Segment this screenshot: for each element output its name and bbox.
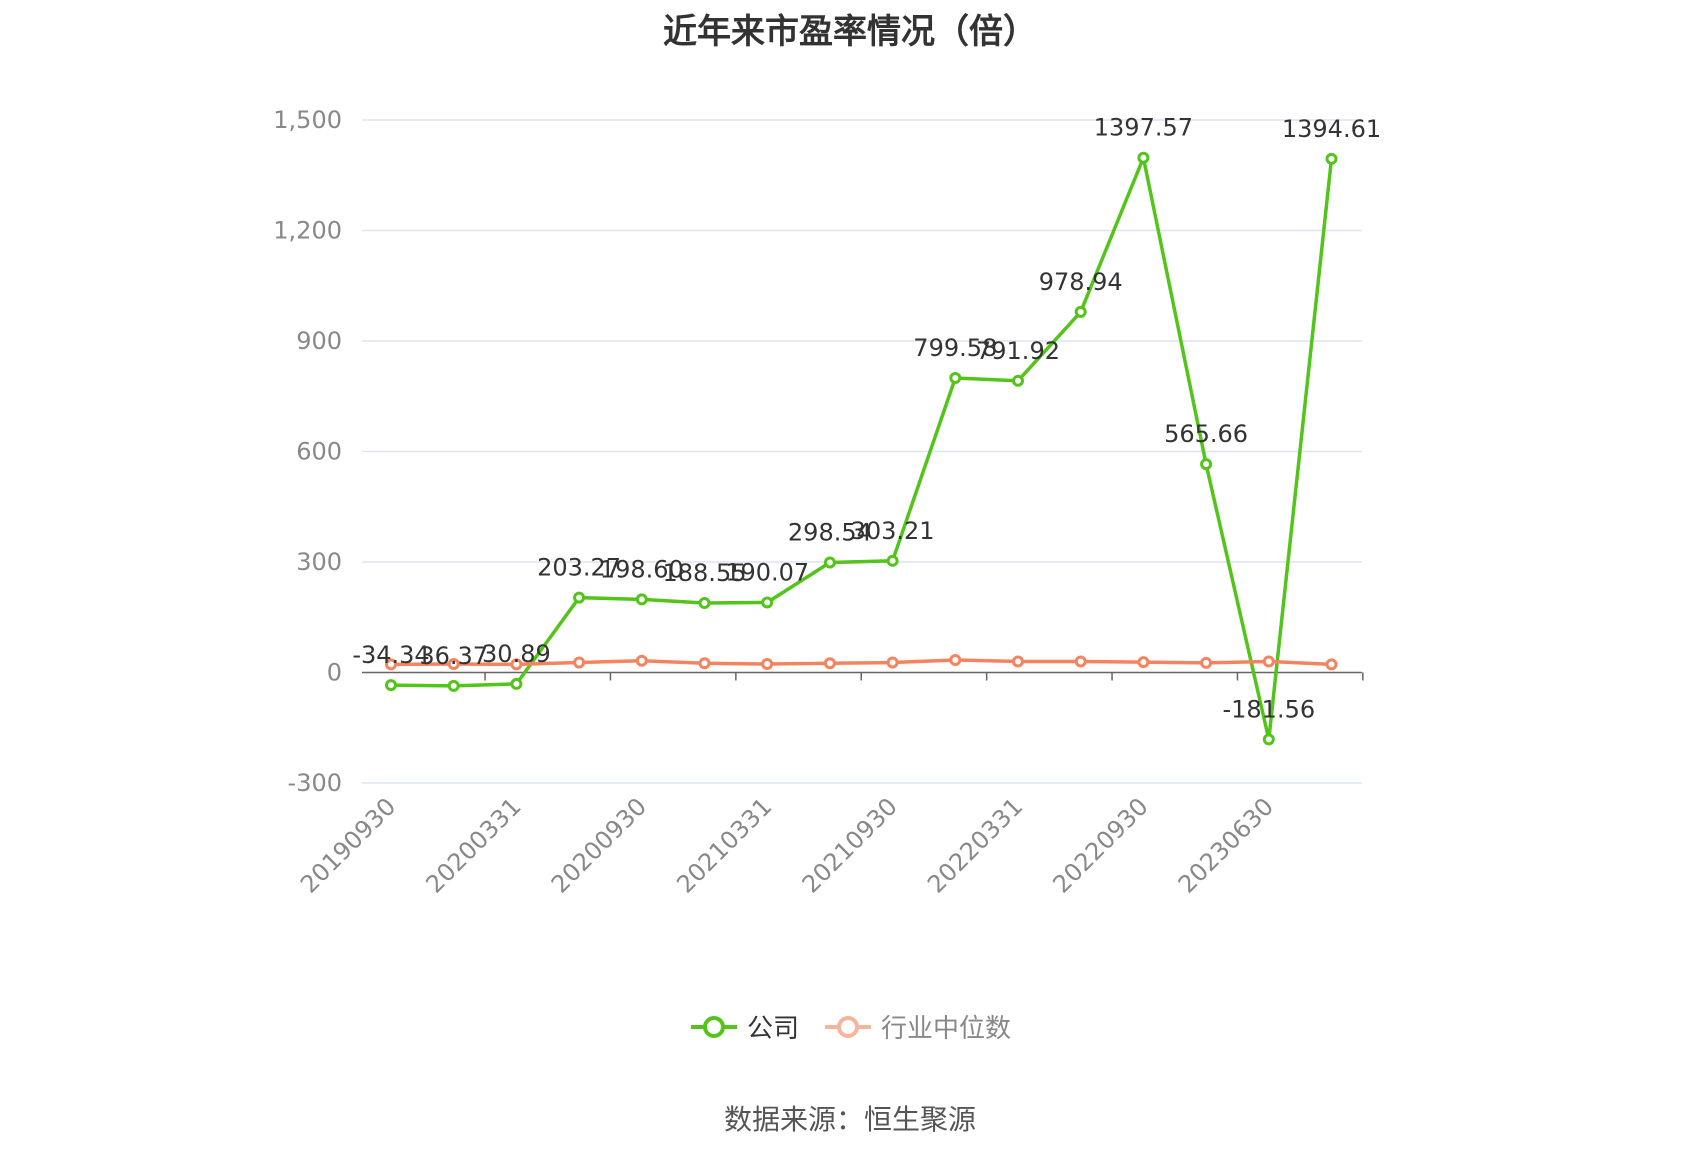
y-tick-label: 900: [296, 327, 342, 355]
x-tick-label: 20210331: [671, 792, 777, 898]
company-data-label: 978.94: [1039, 268, 1123, 296]
company-data-label: 303.21: [851, 517, 935, 545]
company-data-label: 298.54: [788, 519, 872, 547]
company-point: [1012, 374, 1024, 387]
y-tick-label: 1,500: [273, 106, 342, 134]
company-point: [573, 591, 586, 604]
company-data-label: 1397.57: [1094, 114, 1193, 142]
company-point: [1200, 458, 1213, 471]
x-tick-label: 20210930: [797, 792, 903, 898]
industry-point: [385, 658, 397, 671]
y-tick-label: 0: [327, 659, 342, 687]
company-data-label: -181.56: [1222, 695, 1315, 723]
company-point: [1325, 152, 1338, 165]
company-data-label: 36.37: [419, 642, 488, 670]
industry-point: [635, 654, 648, 667]
company-point: [698, 597, 711, 610]
x-tick-label: 20220331: [922, 792, 1028, 898]
company-point: [385, 679, 397, 692]
industry-point: [573, 656, 586, 669]
y-tick-label: -300: [288, 769, 342, 797]
legend-item-company[interactable]: 公司: [689, 1008, 799, 1045]
industry-point: [1325, 658, 1338, 671]
industry-point: [510, 658, 523, 671]
company-point: [635, 593, 648, 606]
company-point: [949, 371, 962, 384]
company-data-label: -34.34: [352, 641, 429, 669]
company-point: [447, 679, 460, 692]
company-point: [886, 554, 899, 567]
legend-company-label: 公司: [746, 1014, 799, 1044]
legend-item-industry[interactable]: 行业中位数: [823, 1008, 1011, 1045]
y-tick-label: 1,200: [273, 217, 342, 245]
x-tick-label: 20230630: [1173, 792, 1279, 898]
industry-point: [1200, 656, 1213, 669]
company-point: [1074, 305, 1087, 318]
company-data-label: 799.58: [913, 334, 997, 362]
chart-title: 近年来市盈率情况（倍）: [663, 12, 1037, 52]
industry-point: [1137, 656, 1150, 669]
x-tick-label: 20200331: [420, 792, 526, 898]
legend: 公司 行业中位数: [0, 1008, 1700, 1045]
legend-industry-icon: [825, 1015, 871, 1038]
y-tick-label: 600: [296, 438, 342, 466]
company-point: [823, 556, 836, 569]
industry-point: [949, 653, 962, 666]
y-tick-label: 300: [296, 548, 342, 576]
x-tick-label: 20200930: [546, 792, 652, 898]
legend-industry-label: 行业中位数: [881, 1014, 1012, 1044]
industry-series-line: [390, 658, 1332, 667]
company-point: [1137, 151, 1150, 164]
company-point: [510, 677, 523, 690]
company-point: [1262, 733, 1275, 746]
x-tick-label: 20190930: [295, 792, 401, 898]
legend-company-icon: [690, 1015, 737, 1038]
company-data-label: 30.89: [482, 640, 551, 668]
industry-point: [823, 657, 836, 670]
x-tick-label: 20220930: [1047, 792, 1153, 898]
industry-point: [761, 658, 774, 671]
company-point: [761, 596, 774, 609]
company-data-label: 565.66: [1164, 420, 1248, 448]
company-data-label: 203.27: [537, 554, 621, 582]
company-data-label: 791.92: [976, 337, 1060, 365]
industry-point: [447, 658, 460, 671]
company-data-label: 188.55: [663, 559, 747, 587]
company-series-line: [390, 155, 1334, 742]
company-data-label: 1394.61: [1282, 115, 1381, 143]
industry-point: [886, 656, 899, 669]
industry-point: [1012, 655, 1024, 668]
company-data-label: 190.07: [725, 558, 809, 586]
industry-point: [1074, 655, 1087, 668]
company-data-label: 198.60: [600, 555, 684, 583]
industry-point: [698, 657, 711, 670]
industry-point: [1262, 655, 1275, 668]
source-note: 数据来源：恒生聚源: [723, 1103, 976, 1136]
